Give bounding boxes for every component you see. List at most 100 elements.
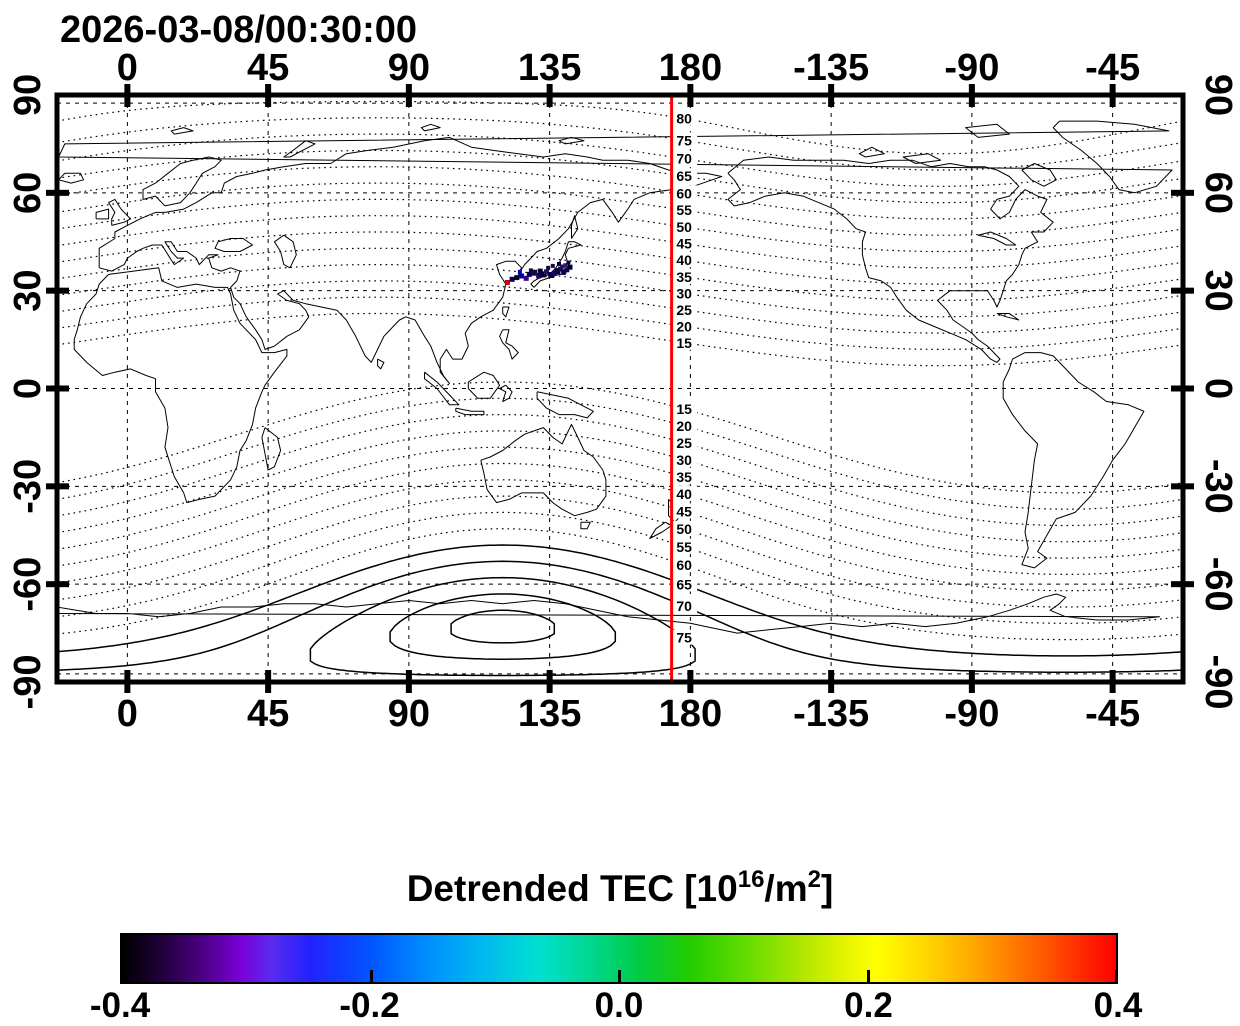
contour-line <box>59 397 1181 510</box>
lon-tick-label-bottom: -135 <box>793 693 869 735</box>
axis-tick-right <box>1171 189 1194 196</box>
contour-label-bg <box>671 451 698 467</box>
lat-tick-label-left: 60 <box>7 172 49 214</box>
contour-label: 65 <box>676 577 692 593</box>
lat-tick-label-right: -90 <box>1197 655 1239 710</box>
contour-label-bg <box>671 132 698 148</box>
contour-line <box>59 312 1181 367</box>
colorbar-title-mid: /m <box>764 868 808 909</box>
contour-label: 75 <box>676 630 692 646</box>
tec-data-point <box>536 273 542 279</box>
lat-tick-label-right: 60 <box>1197 172 1239 214</box>
tec-data-point <box>567 264 573 270</box>
lat-tick-label-right: 90 <box>1197 74 1239 116</box>
contour-label: 25 <box>676 302 692 318</box>
coastline-path <box>536 391 594 419</box>
colorbar-title-suffix: ] <box>820 868 834 909</box>
coastline-path <box>455 407 485 416</box>
coastline-path <box>580 521 591 530</box>
axis-tick-top <box>265 84 272 107</box>
tec-data-point <box>554 268 561 275</box>
tec-data-point <box>563 263 568 268</box>
colorbar-tick-label: 0.2 <box>844 986 893 1025</box>
lon-tick-label-top: 45 <box>247 47 289 89</box>
coastline-path <box>377 358 385 370</box>
contour-line <box>59 296 1181 350</box>
tec-data-point <box>519 273 524 279</box>
contour-label: 70 <box>676 598 692 614</box>
lon-tick-label-top: 135 <box>518 47 581 89</box>
coastline-path <box>73 267 288 504</box>
colorbar-title-prefix: Detrended TEC [10 <box>406 868 738 909</box>
contour-label: 50 <box>676 521 692 537</box>
axis-tick-top <box>968 84 975 107</box>
lon-tick-label-top: -135 <box>793 47 869 89</box>
axis-tick-top <box>124 84 131 107</box>
tec-data-point <box>546 265 551 270</box>
axis-tick-top <box>546 84 553 107</box>
tec-data-point <box>504 280 510 285</box>
coastline-path <box>142 156 222 207</box>
axis-tick-left <box>46 189 69 196</box>
axis-tick-right <box>1171 385 1194 392</box>
tec-data-point <box>558 266 564 272</box>
coastline-path <box>59 120 1173 194</box>
colorbar-tick <box>121 970 124 982</box>
coastline-path <box>59 593 1160 634</box>
tec-data-point <box>509 276 515 282</box>
lon-tick-label-bottom: 135 <box>518 693 581 735</box>
colorbar-tick <box>866 970 870 982</box>
colorbar-title-exponent: 16 <box>737 866 765 893</box>
coastline-path <box>902 153 942 164</box>
tec-data-point <box>514 275 520 281</box>
coastline-path <box>965 123 1010 138</box>
contour-label-bg <box>671 503 698 519</box>
colorbar-title: Detrended TEC [1016/m2] <box>0 866 1240 910</box>
axis-tick-bottom <box>265 670 272 693</box>
lon-tick-label-top: 0 <box>117 47 138 89</box>
coastline-path <box>1021 163 1057 187</box>
lon-tick-label-top: -90 <box>944 47 999 89</box>
colorbar-tick <box>369 970 373 982</box>
lat-tick-label-left: -60 <box>7 557 49 612</box>
axis-tick-left <box>46 385 69 392</box>
coastline-path <box>558 136 585 145</box>
tec-data-point <box>544 269 549 275</box>
axis-tick-top <box>1109 84 1116 107</box>
contour-line <box>59 198 1181 253</box>
tec-data-point <box>551 270 557 276</box>
coastline-path <box>1002 352 1145 569</box>
axis-tick-bottom <box>687 670 694 693</box>
contour-label-bg <box>671 598 698 614</box>
contour-label-bg <box>671 268 698 284</box>
colorbar-tick-label: -0.4 <box>89 986 151 1025</box>
colorbar-tick <box>618 970 621 982</box>
coastline-path <box>502 306 510 318</box>
contour-label: 20 <box>676 418 692 434</box>
contour-label-bg <box>671 202 698 218</box>
colorbar-title-exponent-2: 2 <box>807 866 821 893</box>
lat-tick-label-left: -90 <box>7 655 49 710</box>
axis-tick-right <box>1171 287 1194 294</box>
coastline-path <box>424 371 460 406</box>
coastline-path <box>59 172 85 184</box>
axis-tick-bottom <box>968 670 975 693</box>
lat-tick-label-left: 90 <box>7 74 49 116</box>
lon-tick-label-bottom: -90 <box>944 693 999 735</box>
tec-data-point <box>540 271 547 278</box>
axis-tick-right <box>1171 483 1194 490</box>
contour-line <box>59 479 1181 592</box>
lat-tick-label-right: -30 <box>1197 459 1239 514</box>
coastline-path <box>977 231 1017 246</box>
contour-label-bg <box>671 576 698 592</box>
coastline-path <box>996 313 1020 321</box>
contour-label: 45 <box>676 236 692 252</box>
map-content: 8075706560555045403530252015152025303540… <box>59 97 1181 680</box>
contour-line <box>59 231 1181 285</box>
lon-tick-label-bottom: 90 <box>388 693 430 735</box>
contour-line <box>59 264 1181 318</box>
contour-label-bg <box>671 468 698 484</box>
tec-data-point <box>517 269 522 274</box>
coastline-path <box>261 427 282 471</box>
contour-line <box>389 593 617 660</box>
